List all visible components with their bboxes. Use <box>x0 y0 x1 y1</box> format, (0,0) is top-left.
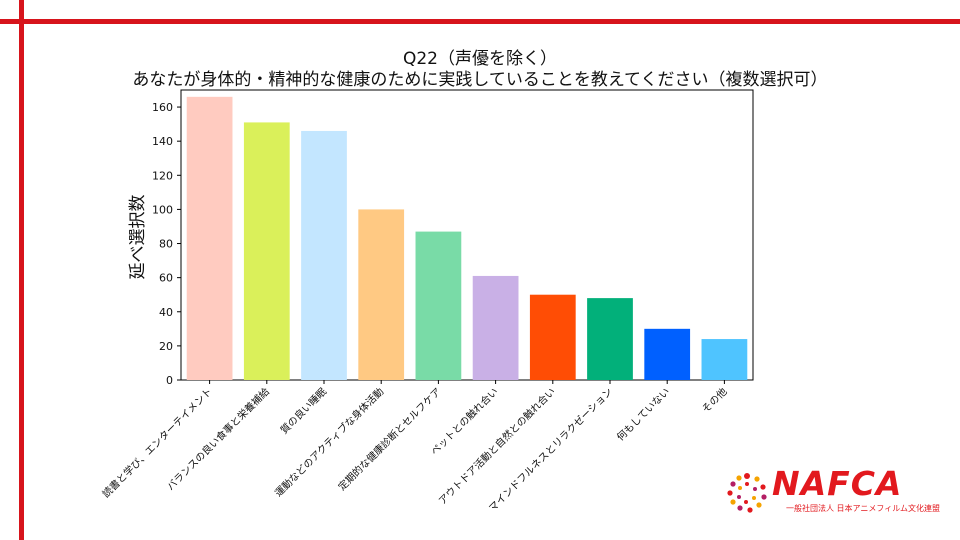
bar <box>701 339 748 380</box>
bar <box>301 130 347 380</box>
y-tick-label: 40 <box>159 306 173 319</box>
bar <box>186 96 233 380</box>
y-tick-label: 80 <box>159 238 173 251</box>
x-tick-label: 何もしていない <box>614 385 672 443</box>
y-tick-label: 140 <box>152 135 173 148</box>
y-tick-label: 120 <box>152 169 173 182</box>
x-tick-label: その他 <box>699 385 729 415</box>
x-tick-label: 運動などのアクティブな身体活動 <box>272 385 386 499</box>
x-tick-label: 定期的な健康診断とセルフケア <box>335 385 443 493</box>
y-tick-label: 20 <box>159 340 173 353</box>
bar <box>243 122 290 380</box>
y-tick-label: 160 <box>152 101 173 114</box>
bar <box>644 328 691 380</box>
logo-subtitle: 一般社団法人 日本アニメフィルム文化連盟 <box>786 504 941 513</box>
x-tick-label: 読書と学び、エンターテイメント <box>99 385 214 500</box>
logo-wordmark: NAFCA <box>772 464 903 503</box>
red-top-rule <box>0 19 960 24</box>
bar <box>587 298 633 380</box>
nafca-logo: NAFCA 一般社団法人 日本アニメフィルム文化連盟 <box>724 464 940 515</box>
bar <box>529 294 576 380</box>
x-tick-label: マインドフルネスとリラクゼーション <box>487 386 616 515</box>
plot-frame <box>180 89 754 381</box>
y-tick-label: 0 <box>166 374 173 387</box>
bar <box>472 275 519 380</box>
logo-flower-icon <box>727 473 767 513</box>
chart-title-line2: あなたが身体的・精神的な健康のために実践していることを教えてください（複数選択可… <box>132 70 828 90</box>
bar <box>358 209 405 380</box>
y-tick-label: 60 <box>159 272 173 285</box>
chart-title-line1: Q22（声優を除く） <box>402 49 557 69</box>
red-left-rule <box>19 0 24 540</box>
bar <box>415 231 462 380</box>
x-tick-label: 質の良い睡眠 <box>278 385 330 437</box>
x-tick-label: アウトドア活動と自然との触れ合い <box>436 385 558 507</box>
x-tick-label: バランスの良い食事と栄養補給 <box>164 385 272 493</box>
y-axis-label: 延べ選択数 <box>128 195 148 280</box>
y-tick-label: 100 <box>152 203 173 216</box>
